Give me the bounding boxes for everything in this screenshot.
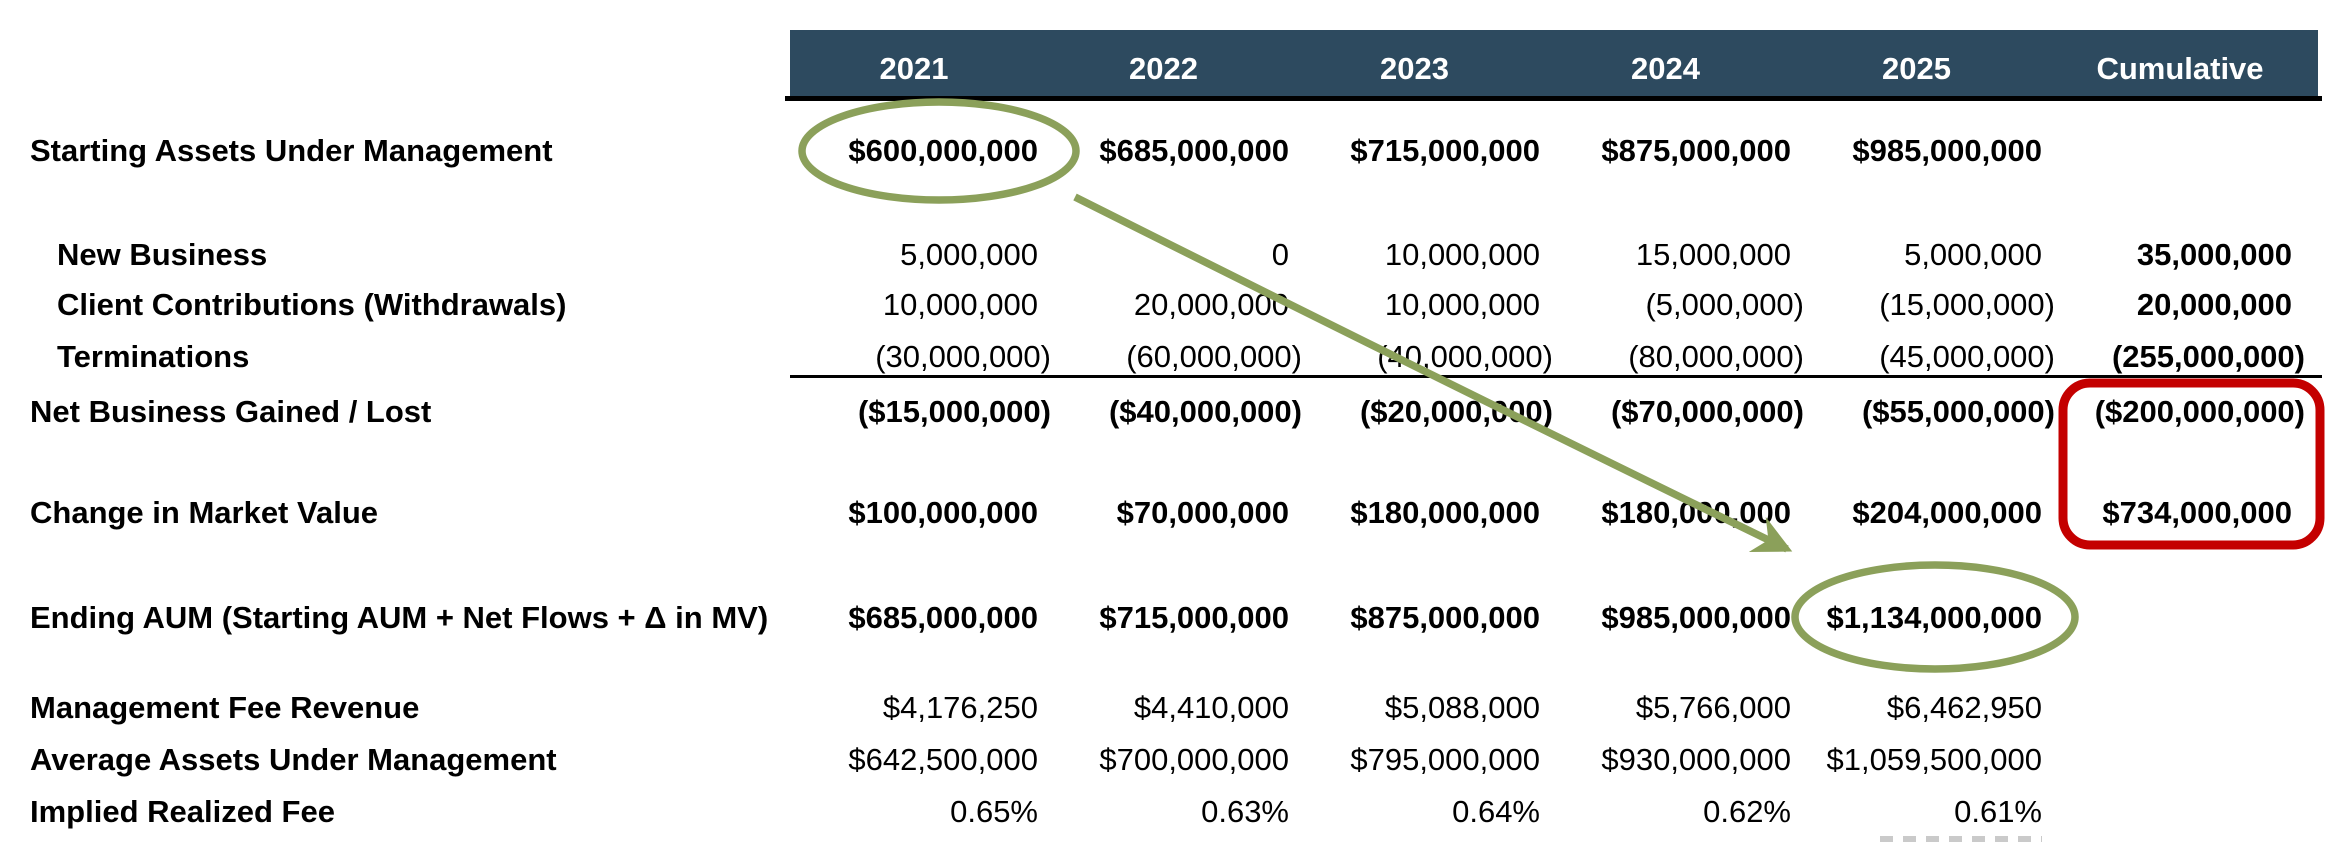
- value-cell: (60,000,000): [1126, 339, 1302, 374]
- value-cell: $715,000,000: [1099, 600, 1289, 635]
- row-label: Net Business Gained / Lost: [30, 394, 432, 429]
- value-cell: $4,176,250: [882, 690, 1038, 725]
- value-cell: ($55,000,000): [1861, 394, 2055, 429]
- value-cell: (255,000,000): [2111, 339, 2305, 374]
- value-cell: $70,000,000: [1116, 495, 1289, 530]
- column-header-2022: 2022: [1129, 51, 1198, 86]
- row-net-business-gained-lost: Net Business Gained / Lost ($15,000,000)…: [0, 390, 2318, 434]
- row-ending-aum: Ending AUM (Starting AUM + Net Flows + Δ…: [0, 596, 2318, 640]
- value-cell: [2042, 738, 2318, 782]
- column-header-cumulative: Cumulative: [2096, 51, 2264, 86]
- row-client-contributions: Client Contributions (Withdrawals) 10,00…: [0, 283, 2318, 327]
- value-cell: 0: [1271, 237, 1289, 272]
- header-divider-line: [785, 96, 2322, 101]
- value-cell: [2042, 129, 2318, 173]
- row-change-in-market-value: Change in Market Value $100,000,000 $70,…: [0, 491, 2318, 535]
- value-cell: $985,000,000: [1601, 600, 1791, 635]
- row-label: New Business: [57, 237, 268, 272]
- value-cell: $642,500,000: [848, 742, 1038, 777]
- row-label: Management Fee Revenue: [30, 690, 420, 725]
- column-header-2023: 2023: [1380, 51, 1449, 86]
- value-cell: [2042, 686, 2318, 730]
- column-header-2024: 2024: [1631, 51, 1700, 86]
- table-header-row: 2021 2022 2023 2024 2025 Cumulative: [790, 30, 2318, 96]
- value-cell: $700,000,000: [1099, 742, 1289, 777]
- value-cell: $5,766,000: [1635, 690, 1791, 725]
- value-cell: $180,000,000: [1350, 495, 1540, 530]
- value-cell: 0.63%: [1201, 794, 1289, 829]
- value-cell: 0.61%: [1954, 794, 2042, 829]
- row-implied-realized-fee: Implied Realized Fee 0.65% 0.63% 0.64% 0…: [0, 790, 2318, 834]
- value-cell: $875,000,000: [1350, 600, 1540, 635]
- value-cell: $180,000,000: [1601, 495, 1791, 530]
- value-cell: 5,000,000: [1904, 237, 2042, 272]
- value-cell: $985,000,000: [1852, 133, 2042, 168]
- value-cell: (80,000,000): [1628, 339, 1804, 374]
- row-label: Change in Market Value: [30, 495, 378, 530]
- value-cell: $715,000,000: [1350, 133, 1540, 168]
- subtotal-divider-line: [790, 375, 2322, 378]
- value-cell: 0.62%: [1703, 794, 1791, 829]
- value-cell: [2042, 596, 2318, 640]
- value-cell: ($15,000,000): [857, 394, 1051, 429]
- value-cell: ($200,000,000): [2094, 394, 2305, 429]
- value-cell: $6,462,950: [1886, 690, 2042, 725]
- value-cell: $1,134,000,000: [1826, 600, 2043, 635]
- value-cell: 35,000,000: [2136, 237, 2292, 272]
- value-cell: 20,000,000: [2136, 287, 2292, 322]
- row-average-aum: Average Assets Under Management $642,500…: [0, 738, 2318, 782]
- value-cell: (5,000,000): [1645, 287, 1804, 322]
- value-cell: $5,088,000: [1384, 690, 1540, 725]
- value-cell: 10,000,000: [1384, 287, 1540, 322]
- row-management-fee-revenue: Management Fee Revenue $4,176,250 $4,410…: [0, 686, 2318, 730]
- value-cell: $1,059,500,000: [1826, 742, 2043, 777]
- value-cell: ($70,000,000): [1610, 394, 1804, 429]
- value-cell: (15,000,000): [1879, 287, 2055, 322]
- value-cell: ($20,000,000): [1359, 394, 1553, 429]
- value-cell: 5,000,000: [900, 237, 1038, 272]
- value-cell: $204,000,000: [1852, 495, 2042, 530]
- value-cell: $734,000,000: [2102, 495, 2292, 530]
- value-cell: [2042, 790, 2318, 834]
- value-cell: $875,000,000: [1601, 133, 1791, 168]
- value-cell: $930,000,000: [1601, 742, 1791, 777]
- value-cell: 0.65%: [950, 794, 1038, 829]
- column-header-2025: 2025: [1882, 51, 1951, 86]
- value-cell: (40,000,000): [1377, 339, 1553, 374]
- value-cell: $685,000,000: [848, 600, 1038, 635]
- value-cell: (30,000,000): [875, 339, 1051, 374]
- row-label: Client Contributions (Withdrawals): [57, 287, 567, 322]
- value-cell: 20,000,000: [1133, 287, 1289, 322]
- value-cell: 15,000,000: [1635, 237, 1791, 272]
- row-label: Implied Realized Fee: [30, 794, 335, 829]
- value-cell: (45,000,000): [1879, 339, 2055, 374]
- value-cell: $100,000,000: [848, 495, 1038, 530]
- row-label: Starting Assets Under Management: [30, 133, 553, 168]
- row-label: Terminations: [57, 339, 250, 374]
- value-cell: 0.64%: [1452, 794, 1540, 829]
- value-cell: $685,000,000: [1099, 133, 1289, 168]
- value-cell: $4,410,000: [1133, 690, 1289, 725]
- value-cell: 10,000,000: [882, 287, 1038, 322]
- row-new-business: New Business 5,000,000 0 10,000,000 15,0…: [0, 233, 2318, 277]
- row-starting-aum: Starting Assets Under Management $600,00…: [0, 129, 2318, 173]
- cutoff-partial-row: [1880, 836, 2042, 842]
- column-header-2021: 2021: [879, 51, 949, 86]
- row-label: Average Assets Under Management: [30, 742, 557, 777]
- value-cell: $795,000,000: [1350, 742, 1540, 777]
- row-label: Ending AUM (Starting AUM + Net Flows + Δ…: [30, 600, 769, 635]
- value-cell: ($40,000,000): [1108, 394, 1302, 429]
- value-cell: $600,000,000: [848, 133, 1038, 168]
- value-cell: 10,000,000: [1384, 237, 1540, 272]
- row-terminations: Terminations (30,000,000) (60,000,000) (…: [0, 335, 2318, 379]
